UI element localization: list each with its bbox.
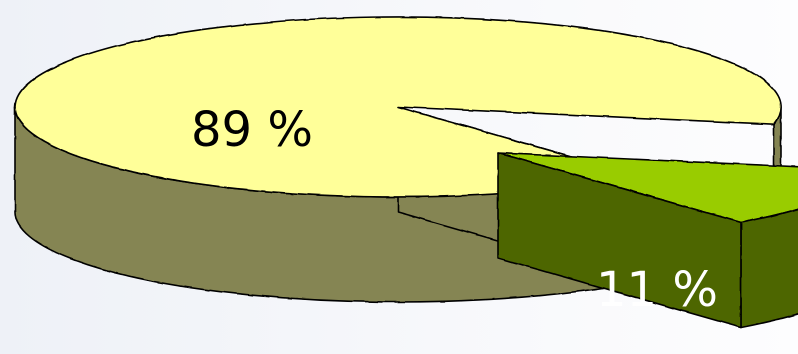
pie-slice-main-top	[14, 16, 782, 198]
pie-slice-main-label: 89 %	[191, 102, 313, 158]
pie-slice-exploded-label: 11 %	[596, 262, 718, 318]
pie-slice-exploded	[497, 152, 798, 329]
pie-slice-exploded-front-wall	[740, 208, 798, 329]
